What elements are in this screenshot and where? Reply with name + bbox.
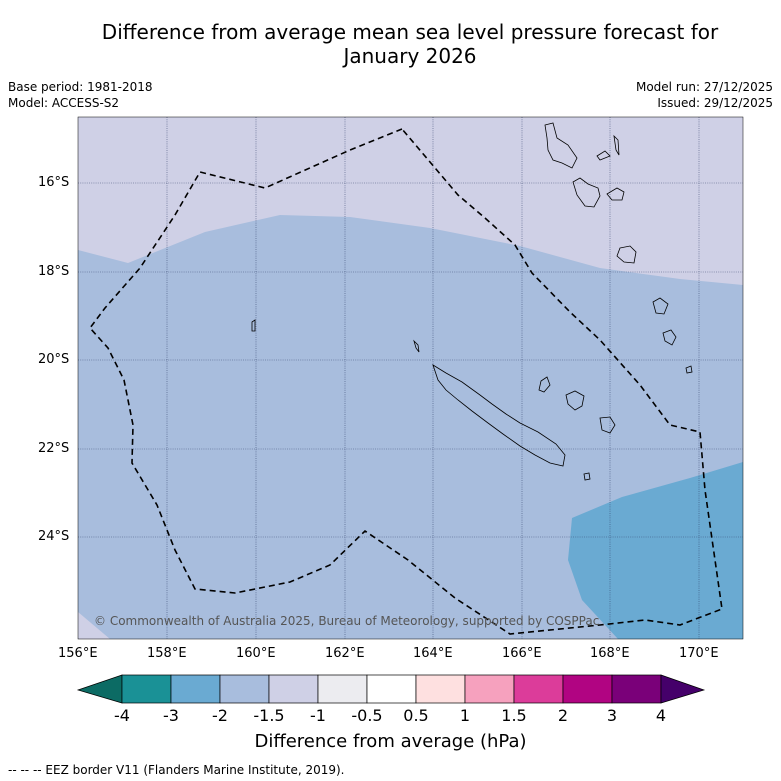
colorbar-label: -2 bbox=[212, 706, 228, 725]
loyalty-mare-outline bbox=[599, 416, 616, 434]
map-frame bbox=[77, 116, 744, 640]
lon-tick-156e: 156°E bbox=[58, 646, 98, 661]
colorbar-title: Difference from average (hPa) bbox=[254, 731, 527, 752]
lat-tick-16s: 16°S bbox=[38, 175, 70, 190]
colorbar-label: 1 bbox=[459, 706, 471, 725]
loyalty-lifou-outline bbox=[565, 390, 585, 411]
colorbar-label: 3 bbox=[606, 706, 618, 725]
vanuatu-tanna-outline bbox=[662, 329, 677, 346]
vanuatu-espiritu-santo-outline bbox=[544, 122, 578, 169]
lat-tick-18s: 18°S bbox=[38, 264, 70, 279]
colorbar-swatch-11 bbox=[611, 674, 662, 704]
isle-of-pines-outline bbox=[583, 472, 591, 481]
colorbar-label: -3 bbox=[163, 706, 179, 725]
vanuatu-maewo-outline bbox=[613, 134, 620, 156]
colorbar-swatch-8 bbox=[464, 674, 515, 704]
vanuatu-epi-outline bbox=[606, 187, 625, 201]
colorbar-label: -4 bbox=[114, 706, 130, 725]
colorbar-swatch-6 bbox=[366, 674, 417, 704]
colorbar bbox=[76, 674, 706, 704]
eez-footnote: -- -- -- EEZ border V11 (Flanders Marine… bbox=[8, 763, 345, 777]
colorbar-swatch-10 bbox=[562, 674, 613, 704]
vanuatu-efate-outline bbox=[616, 245, 637, 264]
lat-tick-22s: 22°S bbox=[38, 441, 70, 456]
title-line-1: Difference from average mean sea level p… bbox=[101, 20, 719, 44]
colorbar-label: -1 bbox=[310, 706, 326, 725]
title-line-2: January 2026 bbox=[343, 44, 477, 68]
colorbar-label: -1.5 bbox=[253, 706, 285, 725]
colorbar-swatch-1 bbox=[121, 674, 172, 704]
vanuatu-ambae-outline bbox=[596, 150, 611, 161]
lon-tick-164e: 164°E bbox=[413, 646, 453, 661]
lon-tick-160e: 160°E bbox=[236, 646, 276, 661]
lon-tick-162e: 162°E bbox=[325, 646, 365, 661]
model-run: Model run: 27/12/2025 bbox=[635, 80, 773, 94]
colorbar-label: 4 bbox=[655, 706, 667, 725]
colorbar-swatch-7 bbox=[415, 674, 466, 704]
issued-date: Issued: 29/12/2025 bbox=[657, 96, 773, 110]
model-name: Model: ACCESS-S2 bbox=[8, 96, 120, 110]
colorbar-swatch-3 bbox=[219, 674, 270, 704]
lon-tick-170e: 170°E bbox=[679, 646, 719, 661]
vanuatu-aneityum-outline bbox=[685, 365, 693, 374]
base-period: Base period: 1981-2018 bbox=[8, 80, 153, 94]
colorbar-swatch-2 bbox=[170, 674, 221, 704]
new-caledonia-outline bbox=[432, 364, 566, 467]
vanuatu-erromango-outline bbox=[652, 297, 669, 315]
lon-tick-166e: 166°E bbox=[502, 646, 542, 661]
lat-tick-24s: 24°S bbox=[38, 529, 70, 544]
colorbar-label: -0.5 bbox=[351, 706, 383, 725]
colorbar-over-arrow bbox=[660, 674, 706, 704]
lon-tick-158e: 158°E bbox=[147, 646, 187, 661]
graticule bbox=[78, 117, 743, 639]
colorbar-label: 0.5 bbox=[403, 706, 429, 725]
loyalty-ouvea-outline bbox=[538, 376, 551, 393]
colorbar-swatch-9 bbox=[513, 674, 564, 704]
colorbar-under-arrow bbox=[76, 674, 123, 704]
vanuatu-malakula-outline bbox=[572, 177, 601, 208]
belep-outline bbox=[413, 339, 420, 353]
chesterfield-outline bbox=[251, 319, 256, 332]
copyright-notice: © Commonwealth of Australia 2025, Bureau… bbox=[94, 614, 600, 628]
lon-tick-168e: 168°E bbox=[590, 646, 630, 661]
lat-tick-20s: 20°S bbox=[38, 352, 70, 367]
colorbar-swatch-5 bbox=[317, 674, 368, 704]
colorbar-label: 2 bbox=[557, 706, 569, 725]
colorbar-label: 1.5 bbox=[501, 706, 527, 725]
colorbar-swatch-4 bbox=[268, 674, 319, 704]
coastlines bbox=[251, 122, 693, 481]
